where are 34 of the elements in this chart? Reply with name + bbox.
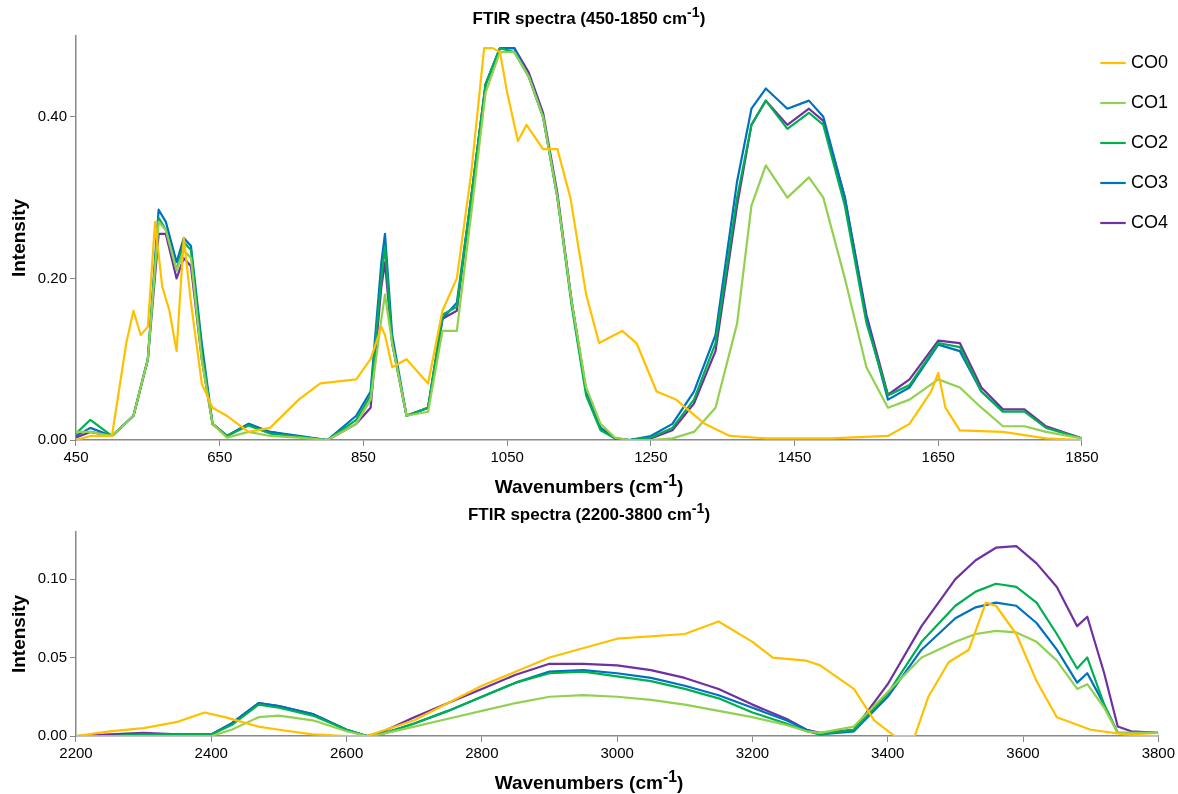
chart-title: FTIR spectra (2200-3800 cm$^{-1}$) [466, 499, 712, 524]
legend-label: CO1 [1130, 91, 1168, 112]
legend-label: CO2 [1130, 131, 1168, 152]
x-tick-label: 3400 [871, 744, 905, 762]
x-tick-label: 2200 [59, 744, 93, 762]
legend-label: CO3 [1130, 171, 1168, 192]
x-tick-label: 1250 [634, 448, 668, 466]
x-tick-label: 2400 [194, 744, 228, 762]
legend-label: CO0 [1130, 51, 1168, 72]
x-tick-label: 1850 [1065, 448, 1099, 466]
x-tick-label: 3800 [1141, 744, 1175, 762]
x-tick-label: 2600 [329, 744, 364, 762]
y-axis-title: Intensity [7, 198, 29, 278]
x-axis-title: Wavenumbers (cm$^{-1}$) [493, 767, 685, 794]
x-tick-label: 850 [350, 448, 376, 466]
chart-title: FTIR spectra (450-1850 cm$^{-1}$) [471, 3, 707, 28]
legend-label: CO4 [1130, 211, 1168, 232]
x-tick-label: 1050 [490, 448, 524, 466]
x-tick-label: 3600 [1006, 744, 1040, 762]
x-tick-label: 1450 [777, 448, 812, 466]
x-tick-label: 450 [63, 448, 89, 466]
x-tick-label: 3200 [735, 744, 770, 762]
y-tick-label: 0.20 [37, 268, 67, 286]
y-tick-label: 0.40 [37, 106, 67, 124]
y-tick-label: 0.00 [37, 430, 67, 448]
x-tick-label: 3000 [600, 744, 634, 762]
x-tick-label: 650 [207, 448, 233, 466]
y-tick-label: 0.05 [37, 647, 67, 665]
x-tick-label: 2800 [465, 744, 499, 762]
x-tick-label: 1650 [921, 448, 955, 466]
y-tick-label: 0.00 [37, 726, 67, 744]
y-axis-title: Intensity [7, 594, 29, 674]
y-tick-label: 0.10 [37, 569, 67, 587]
x-axis-title: Wavenumbers (cm$^{-1}$) [493, 471, 685, 498]
